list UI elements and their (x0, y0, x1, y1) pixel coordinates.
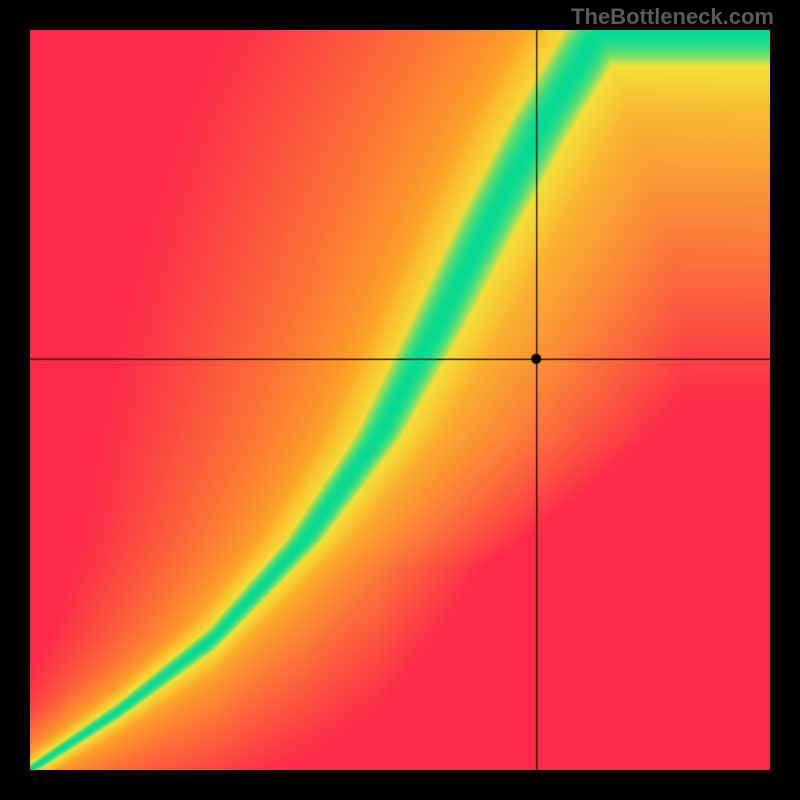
chart-container: TheBottleneck.com (0, 0, 800, 800)
bottleneck-heatmap (30, 30, 770, 770)
watermark-text: TheBottleneck.com (571, 4, 774, 30)
